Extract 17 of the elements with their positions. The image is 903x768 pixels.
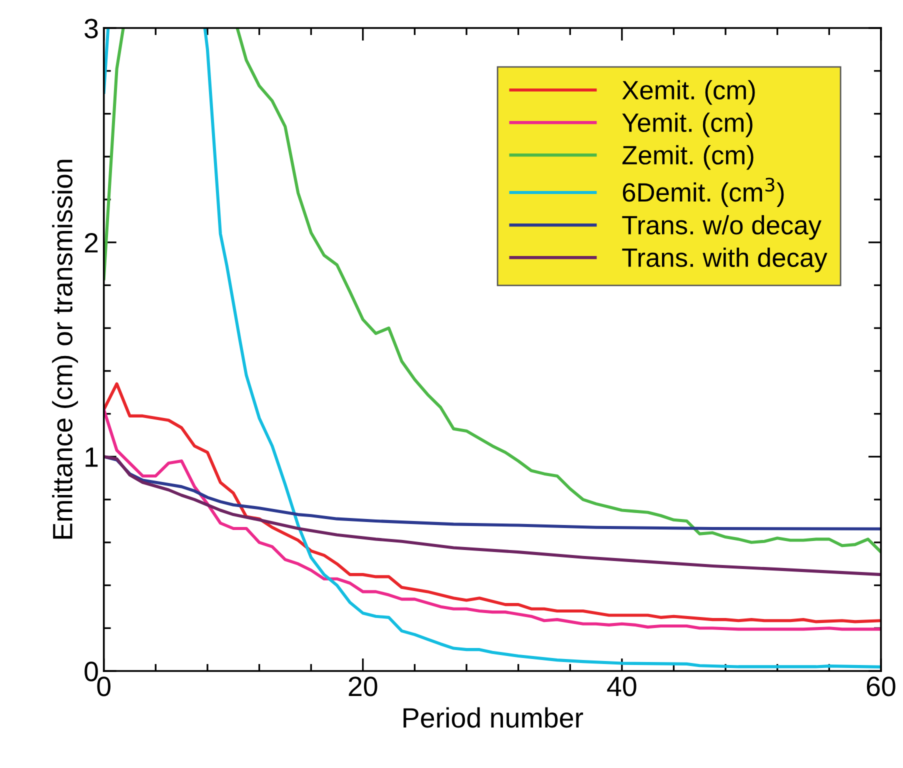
legend-label: Xemit. (cm): [622, 80, 755, 105]
x-tick-label: 60: [866, 676, 896, 696]
y-tick-label: 2: [84, 233, 98, 252]
x-tick-label: 40: [607, 676, 636, 696]
legend-label: Zemit. (cm): [622, 145, 754, 170]
legend-label: Trans. with decay: [622, 248, 828, 272]
legend-label: Trans. w/o decay: [622, 215, 822, 240]
x-tick-label: 20: [348, 676, 378, 696]
x-tick-label: 0: [97, 676, 110, 696]
y-tick-label: 0: [84, 662, 98, 682]
legend-label: 6Demit. (cm$^{3}$): [622, 178, 784, 207]
y-tick-label: 3: [84, 18, 98, 38]
x-axis-title: Period number: [404, 707, 584, 728]
y-axis-title: Emittance (cm) or transmission: [52, 160, 78, 539]
line-series: [104, 455, 881, 576]
y-tick-label: 1: [86, 448, 98, 467]
legend-label: Yemit. (cm): [622, 112, 752, 138]
